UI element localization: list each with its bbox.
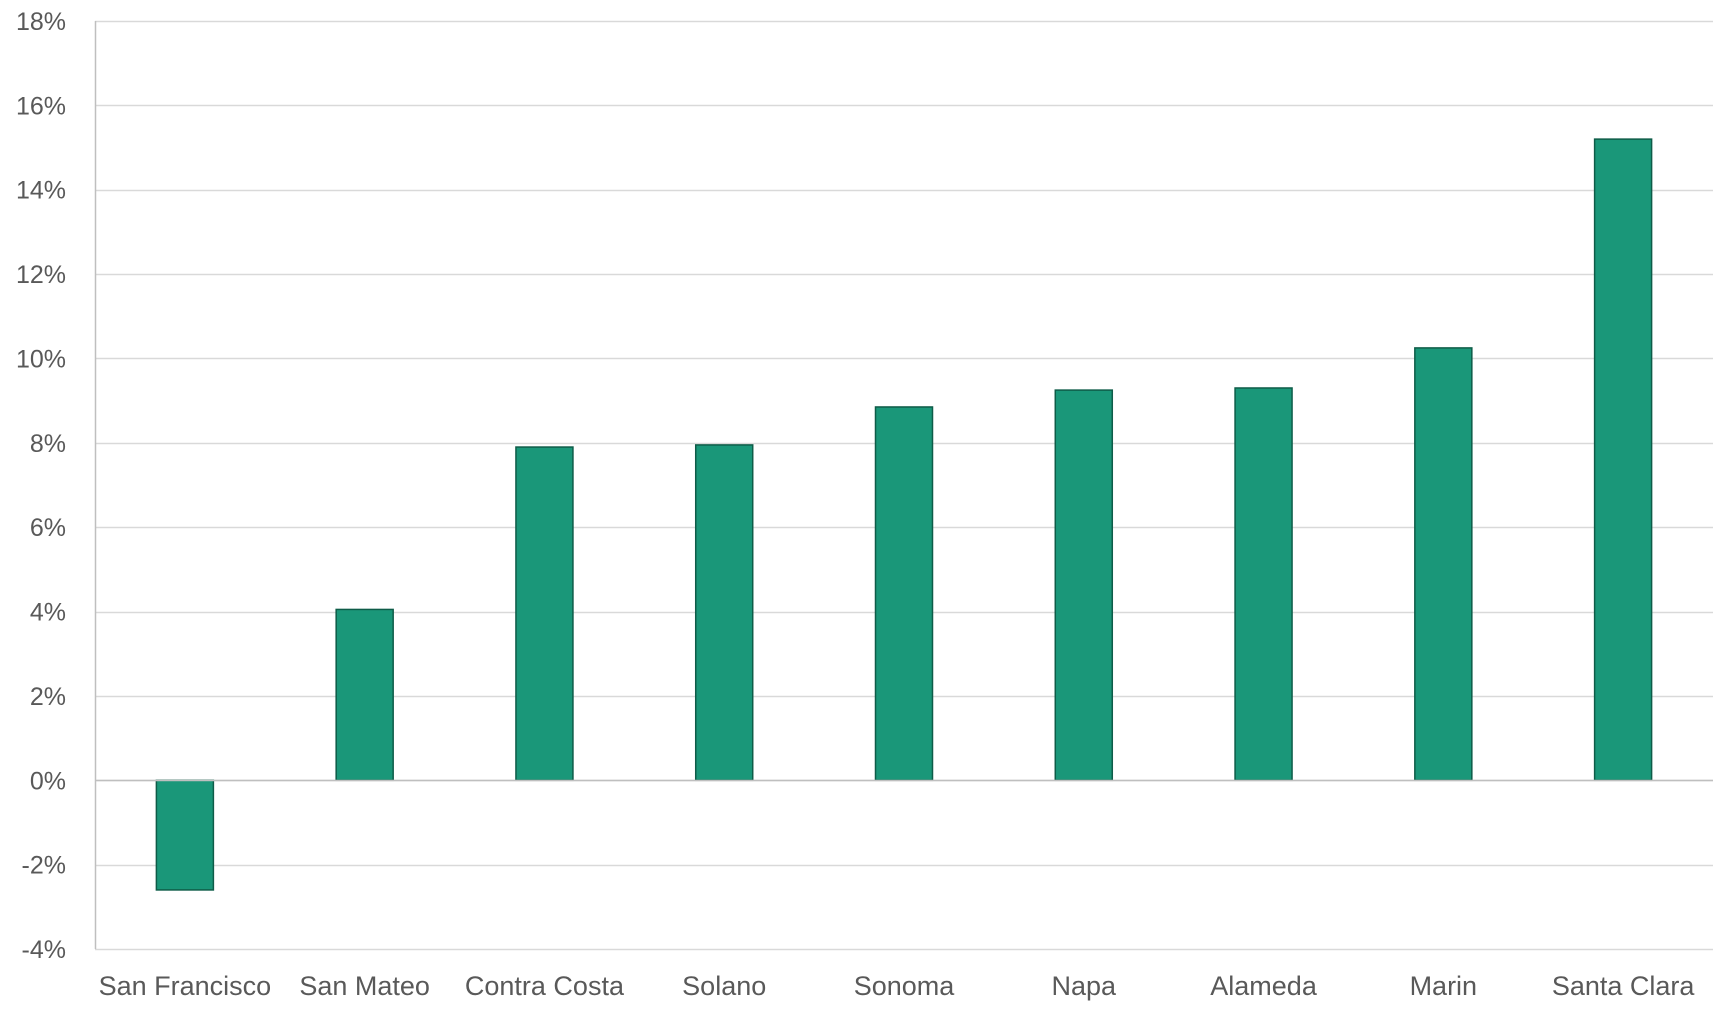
x-tick-label: Napa	[1052, 971, 1118, 1001]
y-tick-label: 12%	[16, 261, 66, 289]
y-tick-label: 18%	[16, 8, 66, 36]
bar	[1054, 389, 1114, 782]
bar	[1234, 387, 1293, 782]
y-tick-label: 0%	[30, 767, 66, 795]
x-tick-label: San Francisco	[99, 971, 272, 1001]
bars	[155, 138, 1653, 891]
x-tick-label: San Mateo	[299, 971, 430, 1001]
x-tick-label: Solano	[682, 971, 766, 1001]
x-tick-label: Contra Costa	[465, 971, 625, 1001]
bar	[874, 406, 934, 782]
y-tick-label: -4%	[22, 936, 66, 964]
y-tick-label: 14%	[16, 177, 66, 205]
bar	[155, 779, 215, 891]
x-axis-tick-labels: San Francisco San Mateo Contra Costa Solano…	[99, 971, 1696, 1001]
x-tick-label: Alameda	[1210, 971, 1318, 1001]
y-tick-label: 6%	[30, 514, 66, 542]
x-tick-label: Sonoma	[854, 971, 956, 1001]
x-tick-label: Santa Clara	[1552, 971, 1696, 1001]
y-tick-label: 8%	[30, 430, 66, 458]
y-tick-label: 4%	[30, 599, 66, 627]
bar	[694, 444, 754, 782]
y-tick-label: 16%	[16, 92, 66, 120]
x-tick-label: Marin	[1410, 971, 1478, 1001]
y-axis-tick-labels: -4% -2% 0% 2% 4% 6% 8% 10% 12% 14% 16% 18%	[16, 8, 66, 964]
axes	[94, 21, 1713, 949]
bar	[515, 446, 574, 782]
bar	[335, 608, 394, 782]
y-tick-label: -2%	[22, 852, 66, 880]
y-tick-label: 10%	[16, 345, 66, 373]
bar	[1593, 138, 1653, 782]
bar	[1414, 347, 1473, 782]
y-tick-label: 2%	[30, 683, 66, 711]
